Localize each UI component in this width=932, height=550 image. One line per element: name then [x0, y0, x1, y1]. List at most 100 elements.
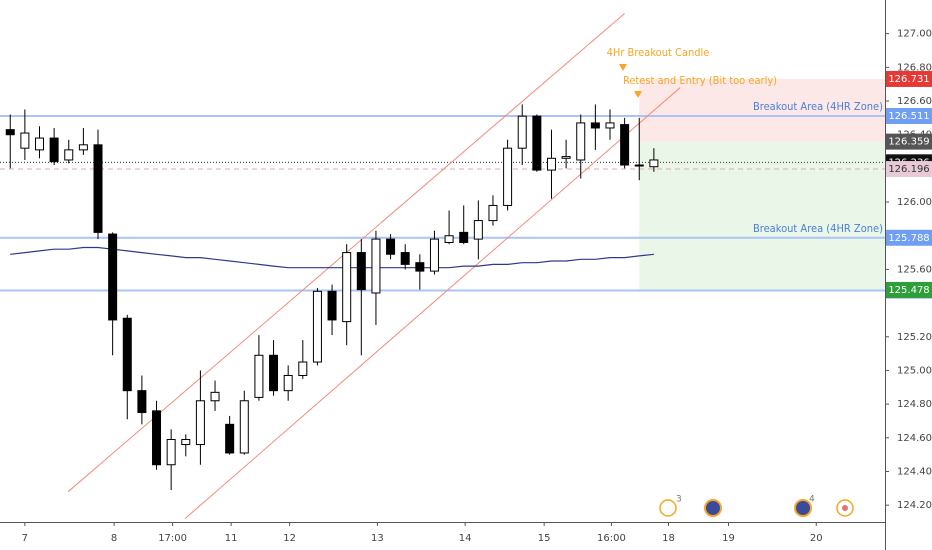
- candle-body: [488, 204, 498, 222]
- x-tick-label: 18: [662, 533, 675, 544]
- x-tick-label: 13: [371, 533, 384, 544]
- plot-layer: [0, 13, 885, 520]
- y-tick-label: 126.800: [897, 62, 932, 73]
- event-badge: 4: [809, 495, 815, 505]
- candle-body: [64, 149, 74, 161]
- candle-body: [312, 290, 322, 363]
- candle-body: [473, 220, 483, 240]
- price-label: 125.478: [888, 285, 929, 296]
- x-tick-label: 8: [111, 533, 117, 544]
- price-label-box: [886, 161, 932, 178]
- candle-body: [590, 122, 600, 129]
- y-tick-label: 124.400: [897, 466, 932, 477]
- y-tick-label: 127.000: [897, 29, 932, 40]
- price-label: 125.788: [888, 233, 929, 244]
- y-tick-label: 124.800: [897, 399, 932, 410]
- moving-average: [10, 246, 654, 269]
- candle-body: [342, 252, 352, 323]
- annotation: Retest and Entry (Bit too early): [623, 74, 777, 87]
- x-tick-label: 19: [722, 533, 735, 544]
- candle-body: [649, 159, 659, 168]
- annotation: Breakout Area (4HR Zone): [753, 100, 883, 113]
- candle-body: [429, 238, 439, 272]
- event-badge: 3: [676, 495, 682, 505]
- candle-body: [269, 354, 279, 392]
- candle-body: [605, 122, 615, 129]
- candle-body: [34, 137, 44, 151]
- price-label-box: [886, 281, 932, 298]
- event-icon[interactable]: [794, 499, 812, 517]
- position-zone: [639, 78, 885, 142]
- price-label: 126.196: [888, 164, 929, 175]
- candle-body: [152, 410, 162, 466]
- candle-body: [386, 238, 396, 255]
- candle-body: [400, 252, 410, 265]
- channel-line: [184, 87, 681, 520]
- candle-body: [444, 235, 454, 243]
- candle-body: [210, 391, 220, 402]
- annotation-arrow: [634, 91, 642, 98]
- candle-body: [459, 231, 469, 243]
- candle-body: [93, 144, 103, 233]
- candle-body: [371, 238, 381, 294]
- candle-body: [503, 147, 513, 206]
- candle-body: [561, 156, 571, 159]
- candle-body: [327, 290, 337, 321]
- candle-body: [298, 361, 308, 377]
- y-tick-label: 126.000: [897, 197, 932, 208]
- price-label-box: [886, 133, 932, 150]
- candle-body: [254, 354, 264, 398]
- y-tick-label: 124.600: [897, 433, 932, 444]
- price-label-box: [886, 229, 932, 246]
- candle-body: [546, 157, 556, 171]
- candle-body: [195, 400, 205, 446]
- y-tick-label: 126.600: [897, 96, 932, 107]
- candle-body: [532, 115, 542, 171]
- candle-body: [49, 137, 59, 163]
- y-tick-label: 124.200: [897, 500, 932, 511]
- x-tick-label: 15: [538, 533, 551, 544]
- candle-body: [181, 438, 191, 446]
- event-icon[interactable]: [659, 499, 677, 517]
- price-label-box: [886, 70, 932, 87]
- position-zone: [639, 141, 885, 291]
- y-tick-label: 125.600: [897, 264, 932, 275]
- candle-body: [166, 438, 176, 466]
- candle-body: [356, 252, 366, 291]
- x-tick-label: 17:00: [158, 533, 187, 544]
- event-icon-dot: [842, 505, 848, 511]
- candle-body: [620, 124, 630, 166]
- y-tick-label: 125.000: [897, 365, 932, 376]
- candle-body: [415, 262, 425, 272]
- candle-body: [108, 233, 118, 321]
- annotation: 4Hr Breakout Candle: [607, 46, 710, 59]
- event-icons: 3 4: [659, 495, 854, 517]
- candle-body: [239, 400, 249, 454]
- candle-body: [78, 144, 88, 151]
- price-label: 126.731: [888, 74, 929, 85]
- candle-body: [5, 129, 15, 136]
- event-icon[interactable]: [704, 499, 722, 517]
- candle-body: [20, 132, 30, 149]
- annotation-arrow: [619, 64, 627, 71]
- candle-body: [283, 375, 293, 392]
- price-label-box: [886, 108, 932, 125]
- candle-body: [137, 390, 147, 414]
- candle-body: [122, 317, 132, 392]
- x-tick-label: 12: [283, 533, 296, 544]
- x-tick-label: 16:00: [597, 533, 626, 544]
- price-label: 126.359: [888, 137, 929, 148]
- y-tick-label: 125.200: [897, 332, 932, 343]
- x-tick-label: 11: [225, 533, 238, 544]
- candle-body: [225, 423, 235, 454]
- x-tick-label: 14: [459, 533, 472, 544]
- candle-body: [576, 122, 586, 161]
- x-tick-label: 20: [810, 533, 823, 544]
- x-tick-label: 7: [22, 533, 28, 544]
- candle-body: [634, 164, 644, 167]
- price-label: 126.511: [888, 111, 929, 122]
- candle-body: [517, 115, 527, 149]
- annotation: Breakout Area (4HR Zone): [753, 222, 883, 235]
